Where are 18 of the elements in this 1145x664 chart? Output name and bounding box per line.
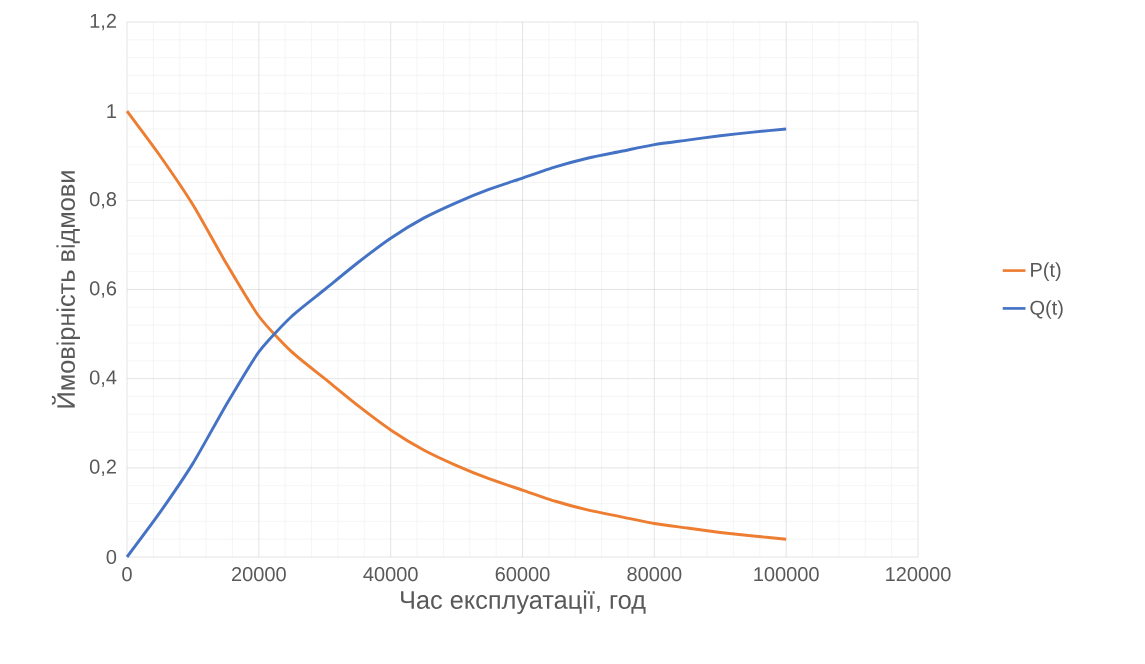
y-axis-title: Ймовірність відмови (51, 171, 80, 408)
x-tick-label: 60000 (495, 567, 550, 582)
x-tick-label: 40000 (363, 567, 418, 582)
legend-label: P(t) (1031, 262, 1061, 281)
y-tick-label: 1,2 (90, 13, 116, 31)
x-tick-label: 0 (122, 567, 132, 582)
legend-label: Q(t) (1030, 300, 1063, 319)
y-tick-label: 0,6 (89, 281, 117, 298)
y-tick-label: 0,2 (89, 459, 116, 477)
y-tick-label: 1 (107, 104, 116, 119)
y-tick-label: 0 (106, 549, 117, 565)
x-tick-label: 80000 (627, 567, 682, 582)
x-tick-label: 100000 (754, 567, 819, 582)
x-tick-label: 120000 (886, 567, 951, 582)
x-axis-title: Час експлуатації, год (401, 590, 646, 614)
y-tick-label: 0,4 (89, 370, 117, 387)
y-tick-label: 0,8 (89, 192, 117, 209)
x-tick-label: 20000 (232, 567, 286, 582)
